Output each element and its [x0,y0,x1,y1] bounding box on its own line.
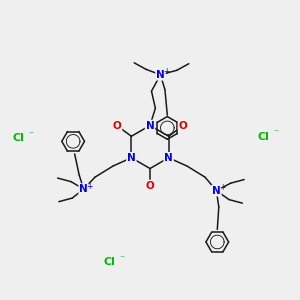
Text: O: O [113,121,122,130]
Text: Cl: Cl [257,132,269,142]
Text: +: + [219,183,226,192]
Text: ⁻: ⁻ [273,129,278,139]
Text: +: + [86,182,93,190]
Text: O: O [178,121,187,130]
Text: O: O [146,181,154,190]
Text: ⁻: ⁻ [28,130,33,140]
Text: N: N [127,153,136,163]
Text: N: N [156,70,165,80]
Text: Cl: Cl [13,133,25,143]
Text: N: N [146,121,154,130]
Text: N: N [212,186,221,196]
Text: N: N [164,153,173,163]
Text: Cl: Cl [104,257,116,267]
Text: ⁻: ⁻ [119,254,124,264]
Text: N: N [79,184,88,194]
Text: +: + [163,67,170,76]
